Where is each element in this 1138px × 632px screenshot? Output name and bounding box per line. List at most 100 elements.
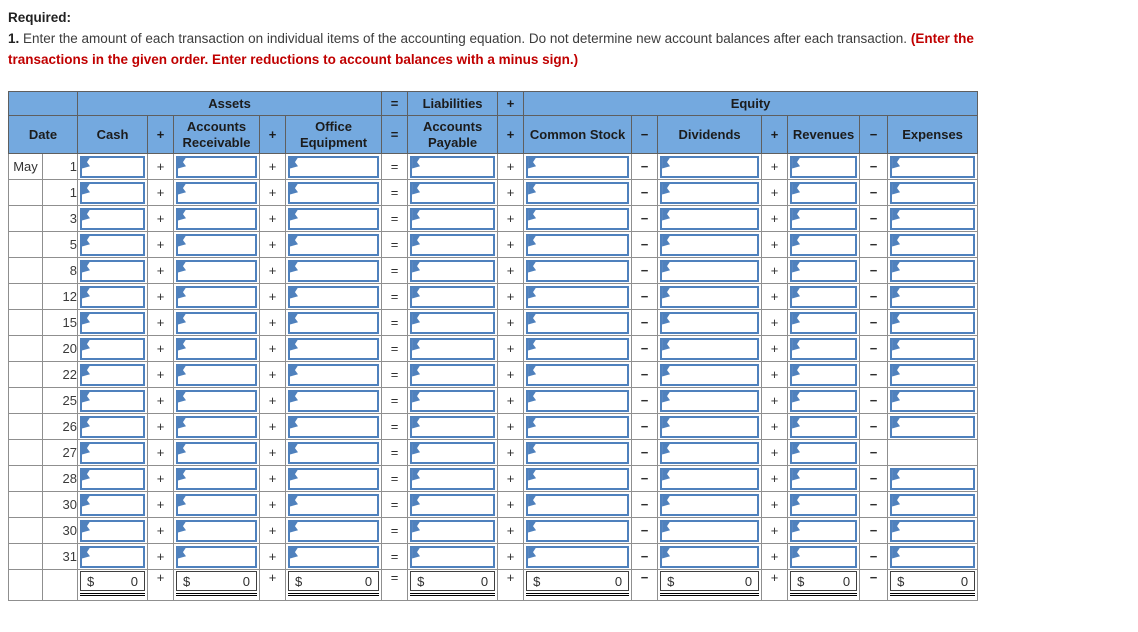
amount-input-expenses[interactable] [890, 545, 976, 568]
amount-input-accounts_payable[interactable] [410, 493, 496, 516]
amount-input-common_stock[interactable] [526, 259, 630, 282]
amount-input-dividends[interactable] [660, 441, 760, 464]
amount-input-common_stock[interactable] [526, 363, 630, 386]
amount-input-accounts_receivable[interactable] [176, 337, 257, 360]
amount-input-expenses[interactable] [890, 337, 976, 360]
amount-input-accounts_payable[interactable] [410, 285, 496, 308]
amount-input-expenses[interactable] [890, 155, 976, 178]
amount-input-revenues[interactable] [790, 337, 858, 360]
amount-input-office_equipment[interactable] [288, 467, 380, 490]
amount-input-expenses[interactable] [890, 311, 976, 334]
amount-input-revenues[interactable] [790, 519, 858, 542]
amount-input-accounts_payable[interactable] [410, 311, 496, 334]
amount-input-office_equipment[interactable] [288, 519, 380, 542]
amount-input-accounts_payable[interactable] [410, 337, 496, 360]
amount-input-accounts_receivable[interactable] [176, 181, 257, 204]
amount-input-common_stock[interactable] [526, 545, 630, 568]
amount-input-revenues[interactable] [790, 441, 858, 464]
amount-input-dividends[interactable] [660, 337, 760, 360]
amount-input-expenses[interactable] [890, 285, 976, 308]
amount-input-common_stock[interactable] [526, 285, 630, 308]
amount-input-cash[interactable] [80, 155, 145, 178]
amount-input-office_equipment[interactable] [288, 311, 380, 334]
amount-input-accounts_payable[interactable] [410, 363, 496, 386]
amount-input-cash[interactable] [80, 363, 145, 386]
amount-input-expenses[interactable] [890, 493, 976, 516]
amount-input-accounts_payable[interactable] [410, 207, 496, 230]
amount-input-cash[interactable] [80, 389, 145, 412]
amount-input-common_stock[interactable] [526, 467, 630, 490]
amount-input-common_stock[interactable] [526, 389, 630, 412]
amount-input-dividends[interactable] [660, 415, 760, 438]
amount-input-accounts_receivable[interactable] [176, 467, 257, 490]
amount-input-cash[interactable] [80, 493, 145, 516]
amount-input-accounts_receivable[interactable] [176, 519, 257, 542]
amount-input-cash[interactable] [80, 285, 145, 308]
amount-input-dividends[interactable] [660, 389, 760, 412]
amount-input-accounts_receivable[interactable] [176, 285, 257, 308]
amount-input-common_stock[interactable] [526, 311, 630, 334]
amount-input-accounts_receivable[interactable] [176, 415, 257, 438]
amount-input-revenues[interactable] [790, 363, 858, 386]
amount-input-revenues[interactable] [790, 155, 858, 178]
amount-input-accounts_receivable[interactable] [176, 389, 257, 412]
amount-input-dividends[interactable] [660, 285, 760, 308]
amount-input-cash[interactable] [80, 545, 145, 568]
amount-input-accounts_receivable[interactable] [176, 207, 257, 230]
amount-input-revenues[interactable] [790, 311, 858, 334]
amount-input-office_equipment[interactable] [288, 441, 380, 464]
amount-input-accounts_payable[interactable] [410, 155, 496, 178]
amount-input-dividends[interactable] [660, 259, 760, 282]
amount-input-cash[interactable] [80, 337, 145, 360]
amount-input-office_equipment[interactable] [288, 155, 380, 178]
amount-input-revenues[interactable] [790, 207, 858, 230]
amount-input-common_stock[interactable] [526, 233, 630, 256]
amount-input-revenues[interactable] [790, 493, 858, 516]
amount-input-dividends[interactable] [660, 311, 760, 334]
amount-input-office_equipment[interactable] [288, 207, 380, 230]
amount-input-common_stock[interactable] [526, 181, 630, 204]
amount-input-revenues[interactable] [790, 389, 858, 412]
amount-input-revenues[interactable] [790, 285, 858, 308]
amount-input-cash[interactable] [80, 441, 145, 464]
amount-input-expenses[interactable] [890, 363, 976, 386]
amount-input-expenses[interactable] [890, 259, 976, 282]
amount-input-dividends[interactable] [660, 363, 760, 386]
amount-input-accounts_payable[interactable] [410, 233, 496, 256]
amount-input-accounts_receivable[interactable] [176, 233, 257, 256]
amount-input-office_equipment[interactable] [288, 389, 380, 412]
amount-input-accounts_payable[interactable] [410, 545, 496, 568]
amount-input-office_equipment[interactable] [288, 545, 380, 568]
amount-input-cash[interactable] [80, 467, 145, 490]
amount-input-common_stock[interactable] [526, 519, 630, 542]
amount-input-cash[interactable] [80, 259, 145, 282]
amount-input-dividends[interactable] [660, 181, 760, 204]
amount-input-expenses[interactable] [890, 415, 976, 438]
amount-input-accounts_payable[interactable] [410, 415, 496, 438]
amount-input-expenses[interactable] [890, 519, 976, 542]
amount-input-cash[interactable] [80, 311, 145, 334]
amount-input-common_stock[interactable] [526, 493, 630, 516]
amount-input-dividends[interactable] [660, 155, 760, 178]
amount-input-cash[interactable] [80, 181, 145, 204]
amount-input-common_stock[interactable] [526, 207, 630, 230]
amount-input-common_stock[interactable] [526, 415, 630, 438]
amount-input-expenses[interactable] [890, 389, 976, 412]
amount-input-dividends[interactable] [660, 233, 760, 256]
amount-input-accounts_payable[interactable] [410, 519, 496, 542]
amount-input-accounts_payable[interactable] [410, 441, 496, 464]
amount-input-common_stock[interactable] [526, 337, 630, 360]
amount-input-expenses[interactable] [890, 207, 976, 230]
amount-input-office_equipment[interactable] [288, 285, 380, 308]
amount-input-common_stock[interactable] [526, 155, 630, 178]
amount-input-office_equipment[interactable] [288, 181, 380, 204]
amount-input-revenues[interactable] [790, 181, 858, 204]
amount-input-accounts_receivable[interactable] [176, 545, 257, 568]
amount-input-accounts_receivable[interactable] [176, 259, 257, 282]
amount-input-accounts_payable[interactable] [410, 259, 496, 282]
amount-input-cash[interactable] [80, 519, 145, 542]
amount-input-revenues[interactable] [790, 467, 858, 490]
amount-input-accounts_receivable[interactable] [176, 311, 257, 334]
amount-input-revenues[interactable] [790, 259, 858, 282]
amount-input-accounts_receivable[interactable] [176, 441, 257, 464]
